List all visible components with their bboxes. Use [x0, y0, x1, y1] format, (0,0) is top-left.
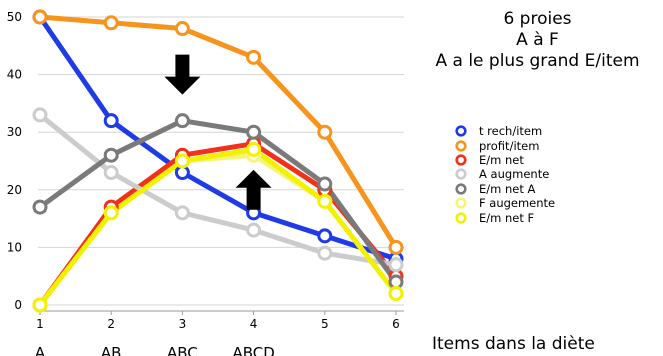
data-point	[103, 113, 119, 129]
legend-marker-icon	[455, 211, 467, 224]
data-point	[32, 9, 48, 25]
legend-label: E/m net	[479, 152, 524, 167]
legend: t rech/item profit/item E/m net A augmente E…	[455, 124, 555, 225]
data-point	[174, 21, 190, 37]
x-tick-label: 4	[250, 317, 258, 331]
data-point	[246, 124, 262, 140]
series-line-4	[37, 118, 399, 285]
legend-label: t rech/item	[479, 124, 543, 139]
title-line-3: A a le plus grand E/item	[435, 51, 640, 71]
y-tick-label: 0	[14, 298, 22, 312]
x-category-label: A	[35, 344, 46, 356]
annotation-arrows	[164, 54, 272, 210]
data-point	[32, 199, 48, 215]
chart-title: 6 proies A à F A a le plus grand E/item	[415, 9, 660, 72]
data-point	[388, 257, 404, 273]
x-tick-label: 6	[392, 317, 400, 331]
y-tick-label: 10	[7, 240, 22, 254]
legend-item: E/m net F	[455, 210, 555, 225]
x-axis-ticks: 1 2 3 4 5 6	[36, 311, 400, 331]
title-line-1: 6 proies	[503, 9, 572, 29]
x-tick-label: 3	[179, 317, 187, 331]
arrow-up-icon	[235, 169, 272, 210]
legend-label: E/m net F	[479, 210, 535, 225]
x-category-label: ABCD	[232, 344, 274, 356]
y-axis-ticks: 0 10 20 30 40 50	[7, 10, 22, 312]
data-point	[317, 245, 333, 261]
legend-label: F augemente	[479, 196, 556, 211]
data-point	[32, 297, 48, 313]
legend-marker-icon	[455, 154, 467, 166]
data-point	[246, 222, 262, 238]
legend-label: A augmente	[479, 167, 550, 182]
grid-lines	[38, 16, 404, 312]
legend-marker-icon	[455, 125, 467, 137]
x-axis-label: Items dans la diète	[432, 334, 595, 354]
legend-marker-icon	[455, 139, 467, 152]
arrow-down-icon	[164, 54, 201, 95]
data-point	[317, 193, 333, 209]
data-point	[174, 113, 190, 129]
data-point	[32, 107, 48, 123]
legend-item: t rech/item	[455, 124, 555, 138]
legend-marker-icon	[455, 183, 467, 195]
legend-marker-icon	[455, 168, 467, 180]
x-tick-label: 1	[36, 317, 44, 331]
legend-item: A augmente	[455, 167, 555, 181]
legend-item: F augemente	[455, 196, 555, 210]
series-line-0	[37, 14, 399, 262]
data-point	[103, 165, 119, 181]
legend-marker-icon	[455, 197, 467, 209]
legend-label: profit/item	[479, 138, 540, 153]
series-line-6	[37, 147, 399, 308]
x-tick-label: 5	[321, 317, 329, 331]
x-category-label: ABC	[167, 344, 198, 356]
legend-item: E/m net A	[455, 182, 555, 196]
legend-item: E/m net	[455, 153, 555, 167]
x-category-labels: A AB ABC ABCD	[35, 344, 275, 356]
data-point	[246, 49, 262, 65]
y-tick-label: 20	[7, 183, 22, 197]
data-point	[174, 205, 190, 221]
data-point	[317, 176, 333, 192]
data-point	[174, 153, 190, 169]
data-point	[317, 124, 333, 140]
title-line-2: A à F	[516, 30, 559, 50]
x-tick-label: 2	[107, 317, 115, 331]
data-point	[246, 141, 262, 157]
y-tick-label: 30	[7, 125, 22, 139]
series-lines	[37, 14, 399, 308]
series-points	[32, 9, 404, 313]
legend-label: E/m net A	[479, 181, 536, 196]
series-line-1	[37, 14, 399, 250]
data-point	[388, 239, 404, 255]
y-tick-label: 40	[7, 68, 22, 82]
y-tick-label: 50	[7, 10, 22, 24]
data-point	[317, 228, 333, 244]
legend-item: profit/item	[455, 138, 555, 153]
x-category-label: AB	[101, 344, 122, 356]
data-point	[103, 205, 119, 221]
data-point	[103, 147, 119, 163]
data-point	[103, 15, 119, 31]
data-point	[388, 285, 404, 301]
